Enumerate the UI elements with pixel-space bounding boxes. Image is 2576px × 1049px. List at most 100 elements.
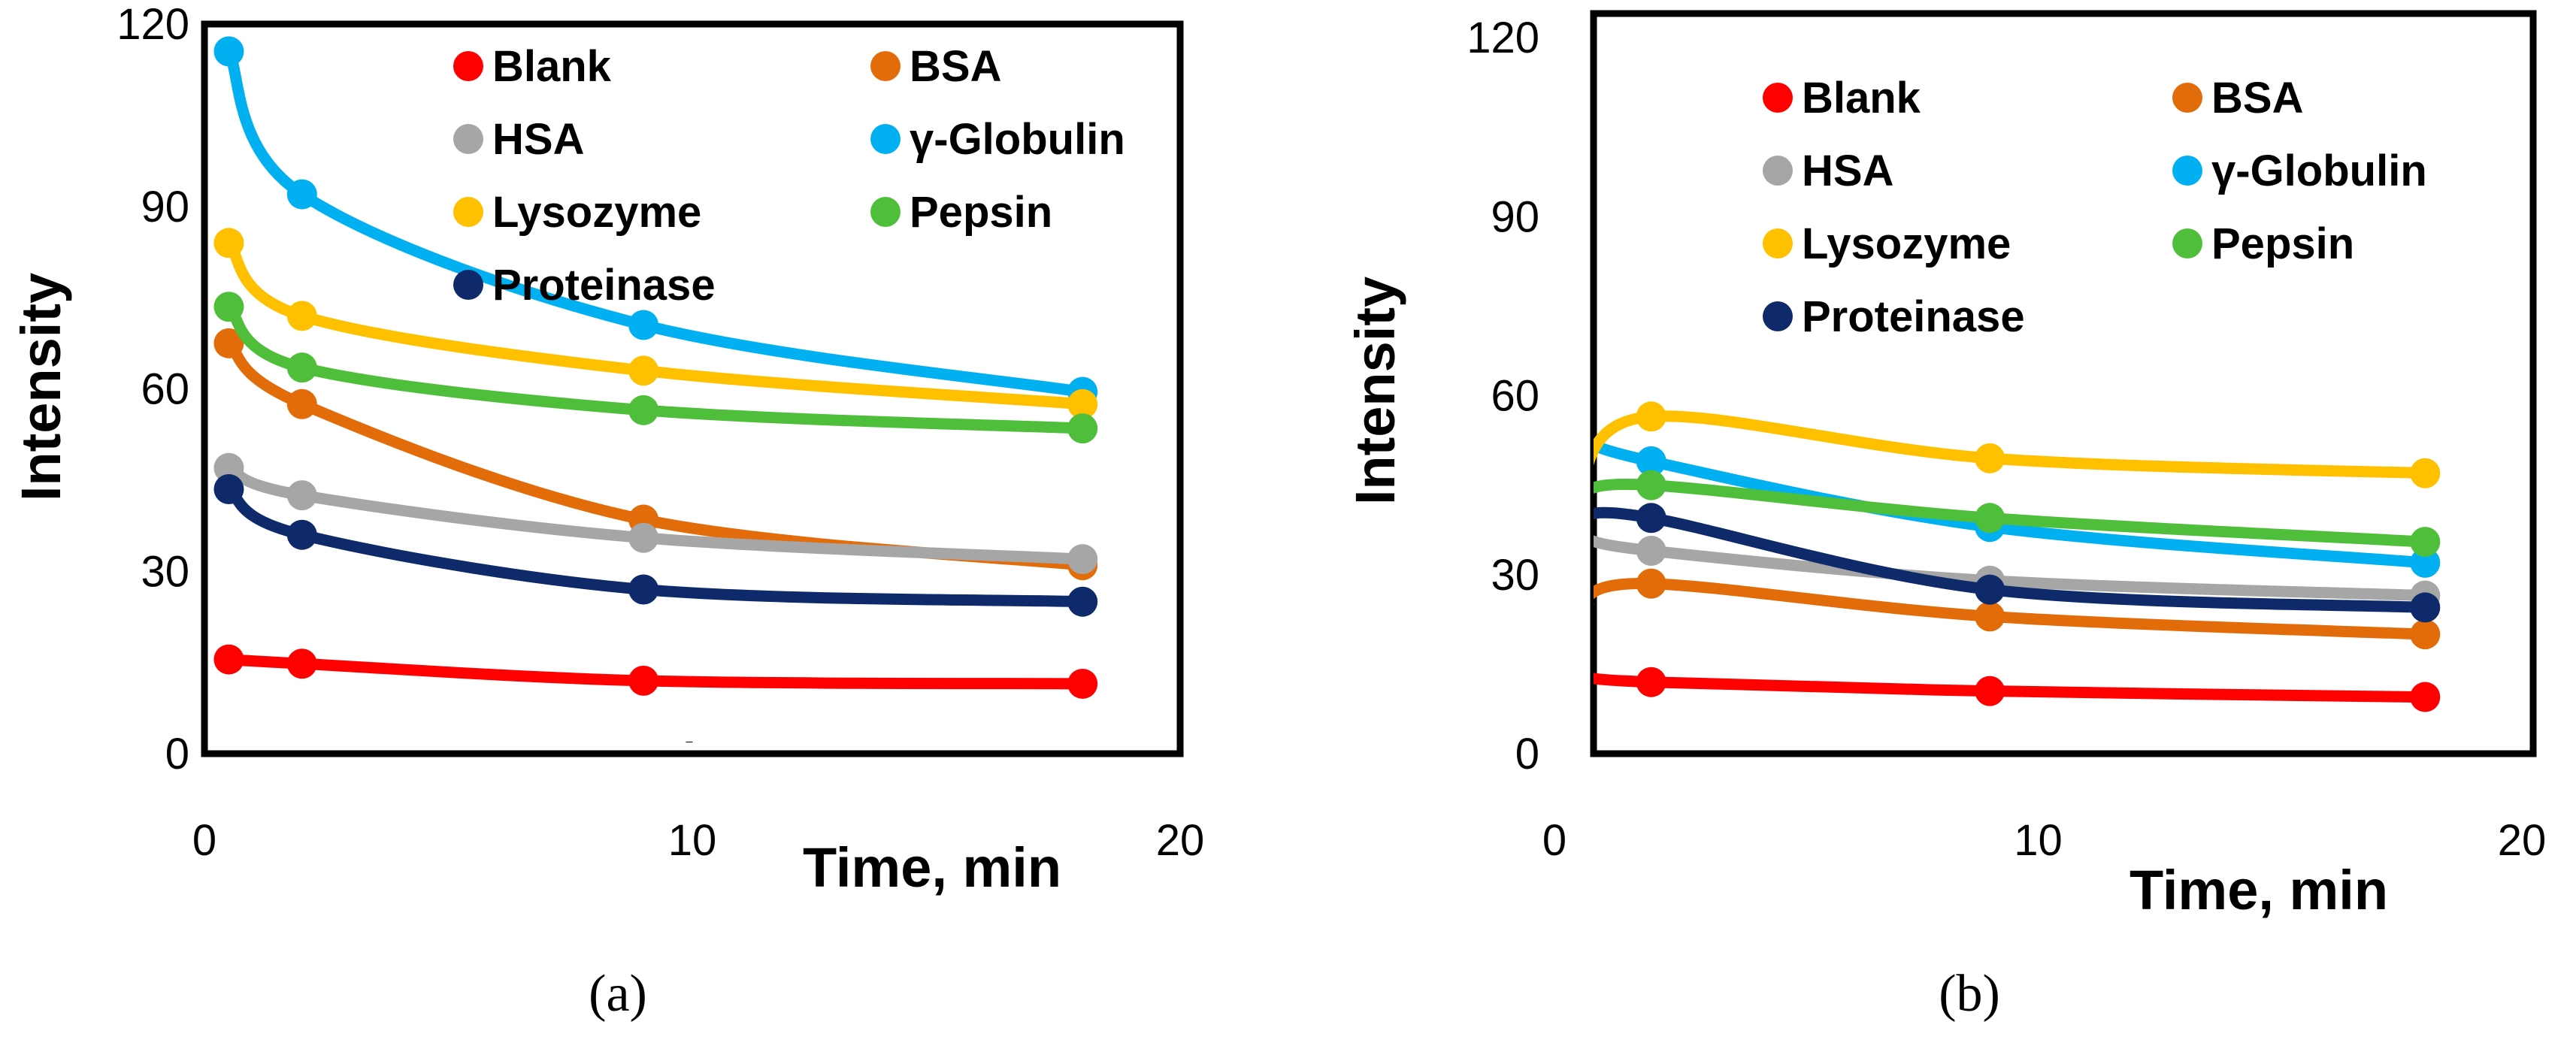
chart2-point-pepsin-1	[1636, 470, 1666, 500]
chart2-legend-label-proteinase: Proteinase	[1802, 292, 2025, 341]
chart2-legend-label-hsa: HSA	[1802, 147, 1893, 195]
chart1-point-proteinase-2	[628, 575, 658, 605]
chart1-y-tick-90: 90	[141, 183, 189, 231]
chart1-legend-marker-pepsin	[870, 197, 901, 227]
chart1-y-axis-label: Intensity	[10, 273, 72, 501]
chart1-point-globulin-0	[213, 36, 244, 66]
chart2-point-blank-2	[1975, 676, 2005, 706]
chart1-point-proteinase-3	[1067, 587, 1097, 617]
chart1-point-globulin-2	[628, 310, 658, 340]
chart1-point-pepsin-2	[628, 395, 658, 425]
chart2-series-group	[1563, 401, 2440, 712]
chart2-x-tick-10: 10	[2014, 816, 2063, 865]
chart1-point-proteinase-1	[287, 520, 317, 550]
chart1-legend-marker-blank	[453, 51, 483, 81]
chart2-point-blank-0	[1563, 661, 1594, 691]
chart2-x-tick-0: 0	[1542, 816, 1566, 865]
chart1-point-lysozyme-1	[287, 301, 317, 331]
chart2-point-pepsin-0	[1563, 479, 1594, 509]
chart1-legend-label-bsa: BSA	[910, 42, 1001, 91]
chart2-panel-label: (b)	[1939, 965, 2000, 1023]
chart2-legend-marker-pepsin	[2172, 228, 2202, 258]
chart-canvas: 0 30 60 90 120 0 10 20 Time, min Intensity (a) Blan…	[0, 0, 2576, 1045]
chart2-point-proteinase-1	[1636, 503, 1666, 533]
chart1-point-globulin-1	[287, 180, 317, 210]
chart2-point-lysozyme-0	[1563, 473, 1594, 503]
chart2-y-tick-30: 30	[1491, 551, 1539, 600]
chart1-y-tick-120: 120	[117, 0, 189, 49]
chart1-group: 0 30 60 90 120 0 10 20 Time, min Intensity (a) Blan…	[10, 0, 1204, 1023]
chart2-point-proteinase-2	[1975, 575, 2005, 605]
chart1-point-hsa-3	[1067, 544, 1097, 574]
chart2-legend-label-bsa: BSA	[2211, 74, 2303, 122]
chart1-point-pepsin-1	[287, 352, 317, 382]
chart2-legend-label-lysozyme: Lysozyme	[1802, 219, 2011, 268]
chart1-point-lysozyme-2	[628, 355, 658, 385]
chart1-y-tick-60: 60	[141, 365, 189, 414]
chart2-point-pepsin-2	[1975, 503, 2005, 533]
chart2-y-tick-60: 60	[1491, 372, 1539, 421]
chart1-legend-marker-proteinase	[453, 270, 483, 300]
chart1-point-blank-0	[213, 645, 244, 675]
chart1-legend-marker-hsa	[453, 124, 483, 154]
chart1-legend-marker-bsa	[870, 51, 901, 81]
chart2-y-tick-120: 120	[1467, 14, 1539, 62]
chart2-group: 0 30 60 90 120 0 10 20 Time, min Intensity (b) Blan…	[1344, 14, 2546, 1023]
chart2-point-blank-1	[1636, 667, 1666, 697]
chart2-legend-label-blank: Blank	[1802, 74, 1921, 122]
chart2-point-pepsin-3	[2410, 527, 2440, 557]
chart2-point-bsa-0	[1563, 589, 1594, 619]
chart1-legend-label-blank: Blank	[492, 42, 612, 91]
chart1-panel-label: (a)	[589, 965, 647, 1023]
chart1-point-pepsin-3	[1067, 413, 1097, 443]
chart2-legend-marker-globulin	[2172, 156, 2202, 186]
chart1-x-axis-label: Time, min	[803, 836, 1061, 899]
chart1-point-lysozyme-0	[213, 228, 244, 258]
chart2-point-bsa-1	[1636, 569, 1666, 599]
chart2-x-axis-label: Time, min	[2130, 859, 2388, 921]
chart2-point-blank-3	[2410, 682, 2440, 712]
chart2-point-lysozyme-3	[2410, 458, 2440, 488]
chart1-point-hsa-2	[628, 523, 658, 553]
chart2-plot-frame	[1594, 14, 2533, 754]
chart1-y-tick-30: 30	[141, 547, 189, 596]
chart2-point-proteinase-0	[1563, 503, 1594, 533]
chart1-point-bsa-1	[287, 389, 317, 419]
chart1-x-tick-0: 0	[192, 816, 216, 865]
figure: 0 30 60 90 120 0 10 20 Time, min Intensity (a) Blan…	[0, 0, 2576, 1045]
chart1-legend-marker-globulin	[870, 124, 901, 154]
chart1-legend-label-hsa: HSA	[492, 115, 584, 164]
chart1-legend-label-lysozyme: Lysozyme	[492, 188, 701, 237]
chart1-legend-label-globulin: γ-Globulin	[910, 115, 1125, 164]
chart2-legend-marker-blank	[1763, 83, 1793, 113]
chart1-point-blank-1	[287, 648, 317, 679]
chart2-point-bsa-3	[2410, 619, 2440, 649]
chart1-legend-label-proteinase: Proteinase	[492, 261, 716, 310]
chart2-legend-label-globulin: γ-Globulin	[2211, 147, 2427, 195]
chart2-legend-marker-proteinase	[1763, 301, 1793, 331]
chart2-legend-marker-lysozyme	[1763, 228, 1793, 258]
chart1-x-tick-10: 10	[668, 816, 717, 865]
chart1-point-blank-2	[628, 666, 658, 696]
chart2-point-hsa-1	[1636, 536, 1666, 566]
chart1-legend-marker-lysozyme	[453, 197, 483, 227]
chart2-legend-marker-hsa	[1763, 156, 1793, 186]
chart2-y-tick-90: 90	[1491, 192, 1539, 241]
chart2-legend-label-pepsin: Pepsin	[2211, 219, 2354, 268]
chart2-point-lysozyme-1	[1636, 401, 1666, 431]
chart2-point-lysozyme-2	[1975, 443, 2005, 473]
chart1-point-proteinase-0	[213, 474, 244, 504]
chart1-point-pepsin-0	[213, 292, 244, 322]
chart1-legend: Blank BSA HSA γ-Globulin Lysozyme Pepsin Prote…	[453, 42, 1125, 310]
chart2-point-bsa-2	[1975, 601, 2005, 631]
chart2-y-axis-label: Intensity	[1344, 277, 1406, 505]
chart2-legend-marker-bsa	[2172, 83, 2202, 113]
chart2-y-tick-0: 0	[1515, 730, 1539, 778]
chart1-y-tick-0: 0	[165, 730, 189, 778]
chart1-legend-label-pepsin: Pepsin	[910, 188, 1052, 237]
chart1-point-hsa-1	[287, 480, 317, 510]
chart1-x-tick-20: 20	[1156, 816, 1205, 865]
chart2-legend: Blank BSA HSA γ-Globulin Lysozyme Pepsin Prote…	[1763, 74, 2427, 341]
chart2-point-proteinase-3	[2410, 592, 2440, 622]
chart2-x-tick-20: 20	[2498, 816, 2547, 865]
